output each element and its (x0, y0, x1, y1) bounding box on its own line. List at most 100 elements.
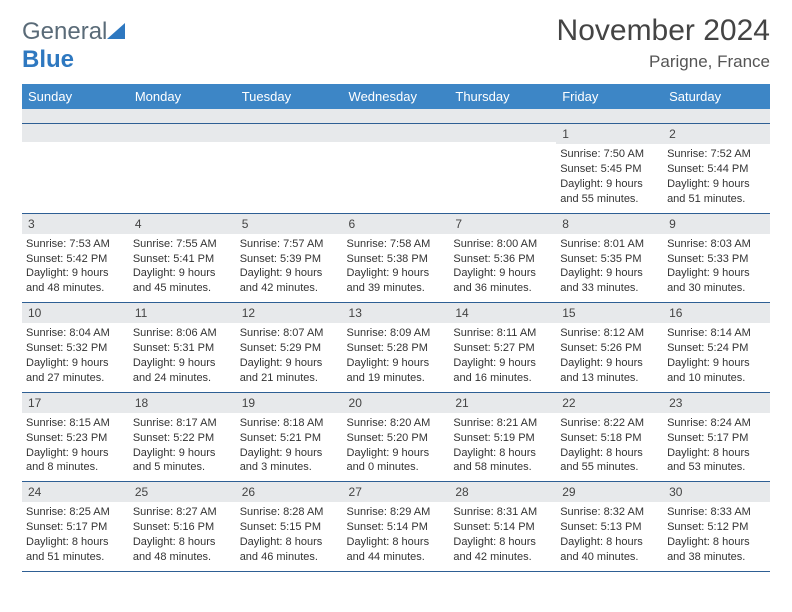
day-number: 14 (449, 303, 556, 323)
sunrise-text: Sunrise: 8:09 AM (347, 326, 446, 341)
day-number: 13 (343, 303, 450, 323)
daylight-text: Daylight: 8 hours and 42 minutes. (453, 535, 552, 565)
sunset-text: Sunset: 5:12 PM (667, 520, 766, 535)
spacer-cell (343, 109, 450, 124)
day-number: 16 (663, 303, 770, 323)
daylight-text: Daylight: 9 hours and 3 minutes. (240, 446, 339, 476)
daylight-text: Daylight: 9 hours and 24 minutes. (133, 356, 232, 386)
sunset-text: Sunset: 5:28 PM (347, 341, 446, 356)
day-number: 11 (129, 303, 236, 323)
calendar-header: Sunday Monday Tuesday Wednesday Thursday… (22, 84, 770, 109)
day-cell: 11 Sunrise: 8:06 AMSunset: 5:31 PMDayligh… (129, 303, 236, 393)
day-number: 30 (663, 482, 770, 502)
spacer-cell (22, 109, 129, 124)
daylight-text: Daylight: 8 hours and 40 minutes. (560, 535, 659, 565)
week-row: 17Sunrise: 8:15 AMSunset: 5:23 PMDayligh… (22, 392, 770, 482)
day-number (236, 124, 343, 142)
sunrise-text: Sunrise: 8:17 AM (133, 416, 232, 431)
daylight-text: Daylight: 8 hours and 53 minutes. (667, 446, 766, 476)
day-cell: 8Sunrise: 8:01 AMSunset: 5:35 PMDaylight… (556, 213, 663, 303)
brand-part1: General (22, 18, 107, 45)
daylight-text: Daylight: 9 hours and 36 minutes. (453, 266, 552, 296)
col-saturday: Saturday (663, 84, 770, 109)
sunset-text: Sunset: 5:29 PM (240, 341, 339, 356)
day-number: 6 (343, 214, 450, 234)
sunset-text: Sunset: 5:16 PM (133, 520, 232, 535)
day-cell: 20Sunrise: 8:20 AMSunset: 5:20 PMDayligh… (343, 392, 450, 482)
col-monday: Monday (129, 84, 236, 109)
brand-triangle-icon (107, 18, 125, 46)
day-cell (22, 124, 129, 214)
sunset-text: Sunset: 5:42 PM (26, 252, 125, 267)
day-cell: 27Sunrise: 8:29 AMSunset: 5:14 PMDayligh… (343, 482, 450, 572)
daylight-text: Daylight: 8 hours and 48 minutes. (133, 535, 232, 565)
day-cell (236, 124, 343, 214)
title-month: November 2024 (557, 14, 770, 48)
spacer-cell (556, 109, 663, 124)
day-cell: 1Sunrise: 7:50 AMSunset: 5:45 PMDaylight… (556, 124, 663, 214)
day-cell: 30Sunrise: 8:33 AMSunset: 5:12 PMDayligh… (663, 482, 770, 572)
day-cell: 22Sunrise: 8:22 AMSunset: 5:18 PMDayligh… (556, 392, 663, 482)
sunrise-text: Sunrise: 8:12 AM (560, 326, 659, 341)
brand-logo: General Blue (22, 18, 125, 74)
sunset-text: Sunset: 5:36 PM (453, 252, 552, 267)
day-number (129, 124, 236, 142)
daylight-text: Daylight: 9 hours and 33 minutes. (560, 266, 659, 296)
title-location: Parigne, France (557, 52, 770, 72)
sunrise-text: Sunrise: 8:00 AM (453, 237, 552, 252)
day-cell (129, 124, 236, 214)
day-cell: 19Sunrise: 8:18 AMSunset: 5:21 PMDayligh… (236, 392, 343, 482)
sunrise-text: Sunrise: 8:22 AM (560, 416, 659, 431)
daylight-text: Daylight: 9 hours and 42 minutes. (240, 266, 339, 296)
sunset-text: Sunset: 5:41 PM (133, 252, 232, 267)
day-cell: 28Sunrise: 8:31 AMSunset: 5:14 PMDayligh… (449, 482, 556, 572)
sunrise-text: Sunrise: 8:18 AM (240, 416, 339, 431)
sunrise-text: Sunrise: 8:25 AM (26, 505, 125, 520)
day-cell: 16Sunrise: 8:14 AMSunset: 5:24 PMDayligh… (663, 303, 770, 393)
day-cell: 18Sunrise: 8:17 AMSunset: 5:22 PMDayligh… (129, 392, 236, 482)
daylight-text: Daylight: 9 hours and 51 minutes. (667, 177, 766, 207)
sunrise-text: Sunrise: 8:32 AM (560, 505, 659, 520)
spacer-cell (663, 109, 770, 124)
day-cell: 2Sunrise: 7:52 AMSunset: 5:44 PMDaylight… (663, 124, 770, 214)
daylight-text: Daylight: 9 hours and 27 minutes. (26, 356, 125, 386)
sunrise-text: Sunrise: 8:33 AM (667, 505, 766, 520)
sunset-text: Sunset: 5:31 PM (133, 341, 232, 356)
spacer-cell (449, 109, 556, 124)
sunrise-text: Sunrise: 7:52 AM (667, 147, 766, 162)
day-cell: 12Sunrise: 8:07 AMSunset: 5:29 PMDayligh… (236, 303, 343, 393)
sunset-text: Sunset: 5:14 PM (453, 520, 552, 535)
sunrise-text: Sunrise: 8:06 AM (133, 326, 232, 341)
day-cell: 29 Sunrise: 8:32 AMSunset: 5:13 PMDayligh… (556, 482, 663, 572)
day-cell: 25Sunrise: 8:27 AMSunset: 5:16 PMDayligh… (129, 482, 236, 572)
day-cell: 24Sunrise: 8:25 AMSunset: 5:17 PMDayligh… (22, 482, 129, 572)
day-cell: 9Sunrise: 8:03 AMSunset: 5:33 PMDaylight… (663, 213, 770, 303)
day-number: 7 (449, 214, 556, 234)
day-number: 26 (236, 482, 343, 502)
day-number: 19 (236, 393, 343, 413)
daylight-text: Daylight: 9 hours and 13 minutes. (560, 356, 659, 386)
day-number (343, 124, 450, 142)
day-number: 22 (556, 393, 663, 413)
day-number: 29 (556, 482, 663, 502)
day-cell (343, 124, 450, 214)
day-cell: 10Sunrise: 8:04 AMSunset: 5:32 PMDayligh… (22, 303, 129, 393)
day-cell: 23Sunrise: 8:24 AMSunset: 5:17 PMDayligh… (663, 392, 770, 482)
sunrise-text: Sunrise: 8:15 AM (26, 416, 125, 431)
sunrise-text: Sunrise: 7:55 AM (133, 237, 232, 252)
sunset-text: Sunset: 5:20 PM (347, 431, 446, 446)
daylight-text: Daylight: 9 hours and 16 minutes. (453, 356, 552, 386)
calendar-table: Sunday Monday Tuesday Wednesday Thursday… (22, 84, 770, 572)
sunrise-text: Sunrise: 8:01 AM (560, 237, 659, 252)
day-cell: 17Sunrise: 8:15 AMSunset: 5:23 PMDayligh… (22, 392, 129, 482)
daylight-text: Daylight: 8 hours and 51 minutes. (26, 535, 125, 565)
sunset-text: Sunset: 5:13 PM (560, 520, 659, 535)
daylight-text: Daylight: 9 hours and 48 minutes. (26, 266, 125, 296)
day-number: 20 (343, 393, 450, 413)
spacer-cell (129, 109, 236, 124)
sunset-text: Sunset: 5:26 PM (560, 341, 659, 356)
day-cell: 7 Sunrise: 8:00 AMSunset: 5:36 PMDaylight… (449, 213, 556, 303)
daylight-text: Daylight: 9 hours and 55 minutes. (560, 177, 659, 207)
sunset-text: Sunset: 5:19 PM (453, 431, 552, 446)
day-number: 18 (129, 393, 236, 413)
